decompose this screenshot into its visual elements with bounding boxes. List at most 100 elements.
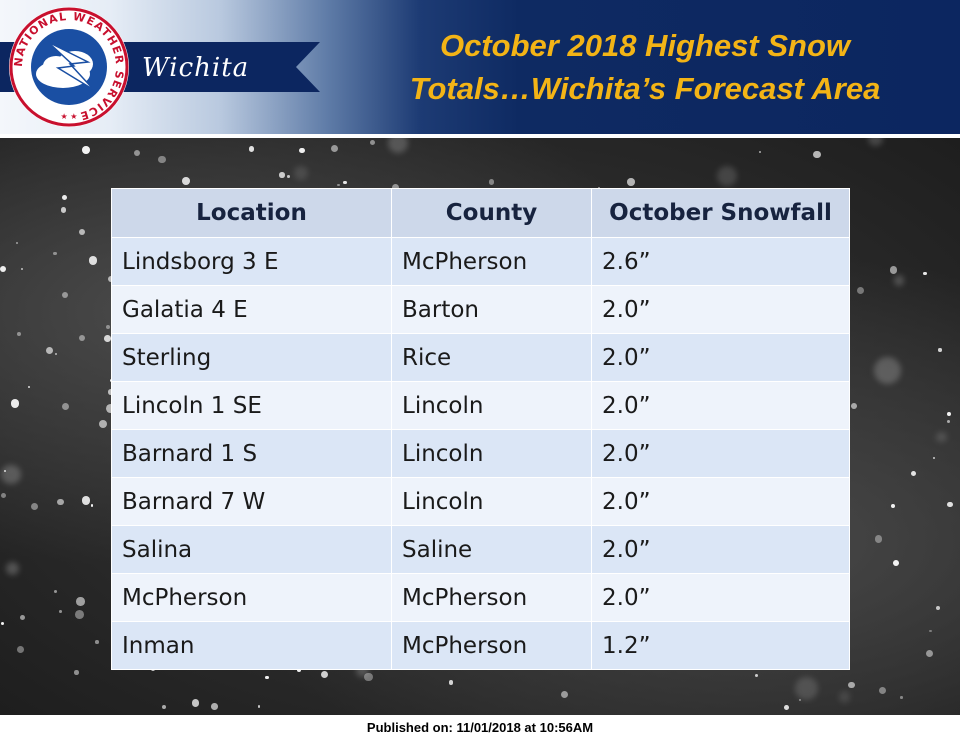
snowflake <box>57 498 64 505</box>
snowflake <box>98 420 107 429</box>
snowflake <box>320 671 328 679</box>
snowflake <box>17 645 24 653</box>
snowflake <box>716 166 737 187</box>
table-row: Lindsborg 3 E McPherson 2.6” <box>111 237 850 286</box>
table-row: Lincoln 1 SE Lincoln 2.0” <box>111 381 850 430</box>
snowflake <box>947 411 951 416</box>
snowflake <box>54 352 58 356</box>
snowflake <box>105 404 115 414</box>
cell-county: Rice <box>391 333 592 382</box>
snowflake <box>3 469 7 473</box>
cell-location: Salina <box>111 525 392 574</box>
snowflake <box>1 464 21 484</box>
svg-text:★ ★: ★ ★ <box>61 112 78 121</box>
snowflake <box>874 535 883 543</box>
snowflake <box>76 597 85 606</box>
snowflake <box>27 385 30 388</box>
cell-snowfall: 1.2” <box>591 621 850 670</box>
snowflake <box>82 146 90 154</box>
snowflake <box>838 691 850 703</box>
snowflake <box>1 622 5 626</box>
snowflake <box>211 702 218 710</box>
snowflake <box>108 389 114 395</box>
snowflake <box>813 151 821 159</box>
snowflake <box>78 229 85 236</box>
cell-location: Galatia 4 E <box>111 285 392 334</box>
snowflake <box>161 704 166 709</box>
cell-snowfall: 2.0” <box>591 477 850 526</box>
cell-snowfall: 2.0” <box>591 429 850 478</box>
cell-county: McPherson <box>391 573 592 622</box>
snowflake <box>856 286 865 295</box>
snowflake <box>387 138 409 154</box>
snowflake <box>627 178 635 186</box>
nws-logo: NATIONAL WEATHER SERVICE ★ ★ <box>9 7 129 127</box>
snowflake <box>106 325 111 330</box>
snowflake <box>337 183 340 187</box>
snowflake <box>21 267 24 270</box>
snowflake <box>248 146 255 152</box>
header-divider <box>0 134 960 138</box>
cell-county: McPherson <box>391 621 592 670</box>
snowflake <box>59 609 63 613</box>
snowflake <box>561 691 569 699</box>
table-header-row: Location County October Snowfall <box>111 188 850 238</box>
snowflake <box>10 398 20 408</box>
snowflake <box>293 165 309 180</box>
snowflake <box>257 705 261 708</box>
snowflake <box>279 172 285 178</box>
snowfall-table-container: Location County October Snowfall Lindsbo… <box>111 188 850 670</box>
cell-snowfall: 2.0” <box>591 333 850 382</box>
table-row: McPherson McPherson 2.0” <box>111 573 850 622</box>
cell-location: Lindsborg 3 E <box>111 237 392 286</box>
page-title-line-1: October 2018 Highest Snow <box>440 28 850 63</box>
header-banner: Wichita NATIONAL WEATHER SERVICE ★ ★ Oct… <box>0 0 960 134</box>
snowflake <box>938 348 942 352</box>
cell-county: Lincoln <box>391 429 592 478</box>
snowflake <box>879 686 887 695</box>
snowflake <box>448 679 454 685</box>
snowflake <box>79 334 86 341</box>
snowflake <box>75 610 85 619</box>
table-row: Barnard 7 W Lincoln 2.0” <box>111 477 850 526</box>
cell-location: Lincoln 1 SE <box>111 381 392 430</box>
snowflake <box>330 144 338 153</box>
cell-snowfall: 2.0” <box>591 381 850 430</box>
cell-county: Lincoln <box>391 381 592 430</box>
snowflake <box>488 179 494 185</box>
snowflake <box>95 640 99 644</box>
snowflake <box>191 699 200 707</box>
snowflake <box>107 275 114 282</box>
snowflake <box>935 431 947 443</box>
snowflake <box>62 292 69 299</box>
snowflake <box>900 696 903 699</box>
snowflake <box>874 357 902 385</box>
snowflake <box>133 150 140 157</box>
snowflake <box>81 496 91 505</box>
cell-county: Saline <box>391 525 592 574</box>
snowflake <box>893 559 900 566</box>
column-header-county: County <box>391 188 592 238</box>
cell-location: Barnard 7 W <box>111 477 392 526</box>
snowflake <box>16 242 19 245</box>
snowflake <box>46 347 54 355</box>
snowflake <box>286 174 290 178</box>
snowflake <box>391 183 400 192</box>
snowflake <box>53 589 58 594</box>
cell-location: Barnard 1 S <box>111 429 392 478</box>
snowflake <box>598 186 601 189</box>
snowflake <box>90 504 94 507</box>
snowflake <box>936 605 941 611</box>
snowflake <box>61 194 67 200</box>
cell-location: Sterling <box>111 333 392 382</box>
snowflake <box>911 471 917 477</box>
snowflake <box>851 403 857 410</box>
cell-county: McPherson <box>391 237 592 286</box>
column-header-snowfall: October Snowfall <box>591 188 850 238</box>
table-row: Sterling Rice 2.0” <box>111 333 850 382</box>
snowflake <box>947 419 951 423</box>
snowflake <box>16 332 21 337</box>
table-row: Salina Saline 2.0” <box>111 525 850 574</box>
cell-location: McPherson <box>111 573 392 622</box>
published-timestamp: Published on: 11/01/2018 at 10:56AM <box>0 715 960 740</box>
